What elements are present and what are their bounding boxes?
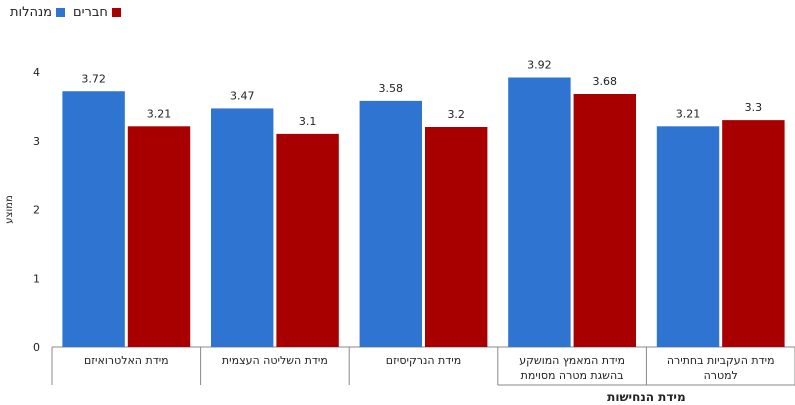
legend-label-series2: חברים xyxy=(73,4,108,20)
legend-label-series1: מנהלות xyxy=(10,4,53,20)
bar-s2-c2 xyxy=(276,133,339,347)
data-label-s1-c5: 3.21 xyxy=(676,107,701,120)
bar-s2-c3 xyxy=(424,127,488,347)
category-label-5-line-1: מידת העקביות בחתירה xyxy=(667,354,775,367)
category-label-2-line-1: מידת השליטה העצמית xyxy=(222,354,328,367)
category-label-5-line-2: למטרה xyxy=(704,369,738,382)
legend-item-series2: חברים xyxy=(73,4,121,20)
data-label-s2-c2: 3.1 xyxy=(299,115,317,128)
y-tick-label-0: 0 xyxy=(33,341,40,354)
y-tick-label-3: 3 xyxy=(33,135,40,148)
y-tick-label-1: 1 xyxy=(33,272,40,285)
data-label-s2-c5: 3.3 xyxy=(745,101,763,114)
bar-s1-c4 xyxy=(508,77,571,347)
data-label-s1-c3: 3.58 xyxy=(379,82,404,95)
bar-s1-c5 xyxy=(656,126,720,347)
data-label-s1-c1: 3.72 xyxy=(81,72,106,85)
legend-swatch-series1 xyxy=(56,7,66,17)
bar-s2-c4 xyxy=(573,94,636,347)
legend-item-series1: מנהלות xyxy=(10,4,66,20)
bar-s2-c1 xyxy=(127,126,191,347)
data-label-s2-c1: 3.21 xyxy=(147,107,172,120)
bar-s1-c1 xyxy=(62,91,125,347)
y-axis-title: ממוצע xyxy=(4,195,15,224)
data-label-s1-c2: 3.47 xyxy=(230,89,255,102)
data-label-s2-c4: 3.68 xyxy=(593,75,618,88)
legend-swatch-series2 xyxy=(111,7,121,17)
category-label-4-line-1: מידת המאמץ המושקע xyxy=(519,354,625,367)
y-tick-label-4: 4 xyxy=(33,66,40,79)
data-label-s1-c4: 3.92 xyxy=(527,59,552,72)
category-label-3-line-1: מידת הנרקיסיזם xyxy=(386,354,461,367)
y-tick-label-2: 2 xyxy=(33,204,40,217)
bar-s1-c2 xyxy=(211,108,274,347)
bar-s1-c3 xyxy=(359,100,423,347)
category-label-1-line-1: מידת האלטרואיזם xyxy=(84,354,169,367)
legend: חברים מנהלות xyxy=(10,4,121,20)
x-axis-group-title: מידת הנחישות xyxy=(607,390,686,404)
bar-s2-c5 xyxy=(722,120,785,347)
data-label-s2-c3: 3.2 xyxy=(447,108,465,121)
category-label-4-line-2: בהשגת מטרה מסוימת xyxy=(521,369,624,382)
